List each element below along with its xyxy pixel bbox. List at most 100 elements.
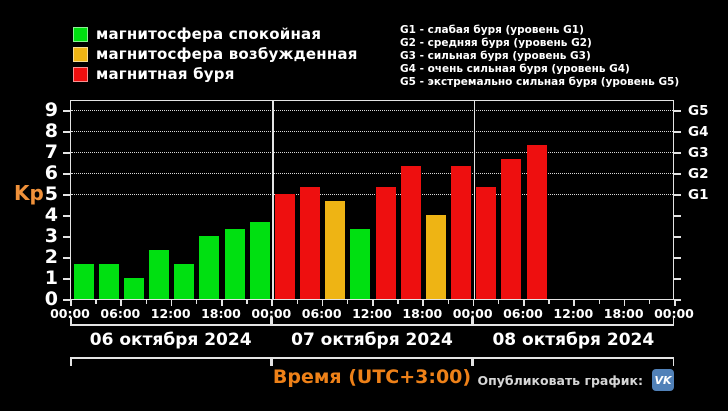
x-axis-tick <box>598 300 600 304</box>
date-bracket-tick <box>70 358 72 366</box>
x-axis-tick <box>120 300 122 306</box>
kp-bar <box>274 194 295 299</box>
date-bracket-tick <box>271 358 273 366</box>
x-axis-title: Время (UTC+3:00) <box>272 366 472 388</box>
x-axis-time-label: 18:00 <box>402 306 443 321</box>
kp-bar <box>249 221 270 299</box>
right-axis-g-label: G2 <box>688 166 709 182</box>
gridline-kp6 <box>71 173 673 174</box>
legend: магнитосфера спокойная магнитосфера возб… <box>73 25 358 86</box>
y-axis-tick <box>674 152 681 154</box>
date-bracket-tick <box>70 317 72 324</box>
gridline-kp5 <box>71 194 673 195</box>
x-axis-time-label: 06:00 <box>100 306 141 321</box>
y-axis-tick <box>63 131 70 133</box>
kp-bar <box>199 236 220 299</box>
vk-share-button[interactable]: VK <box>652 369 674 391</box>
storm-scale-descriptions: G1 - слабая буря (уровень G1) G2 - средн… <box>400 24 679 89</box>
x-axis-tick <box>145 300 147 304</box>
date-label: 07 октября 2024 <box>291 330 453 350</box>
legend-item-storm: магнитная буря <box>73 65 358 83</box>
date-label: 06 октября 2024 <box>89 330 252 350</box>
x-axis-tick <box>296 300 298 304</box>
y-axis-tick <box>674 299 681 301</box>
kp-bar <box>476 187 497 299</box>
legend-item-quiet: магнитосфера спокойная <box>73 25 358 43</box>
date-bracket-tick <box>269 317 272 324</box>
x-axis-tick <box>447 300 449 304</box>
kp-bar <box>375 187 396 299</box>
date-bracket-top-line <box>472 324 674 326</box>
y-axis-tick <box>63 152 70 154</box>
x-axis-tick <box>422 300 424 306</box>
y-axis-label: 7 <box>44 141 58 163</box>
x-axis-time-label: 12:00 <box>352 306 392 321</box>
gridline-kp8 <box>71 131 673 132</box>
y-axis-label: 0 <box>44 288 58 310</box>
right-axis-g-label: G4 <box>688 124 709 140</box>
day-separator <box>473 101 476 299</box>
x-axis-tick <box>70 300 72 306</box>
storm-color-swatch-icon <box>73 66 88 82</box>
date-bracket-bottom-line <box>472 357 674 359</box>
x-axis-time-label: 12:00 <box>150 306 191 321</box>
y-axis-label: 9 <box>44 99 58 121</box>
date-label: 08 октября 2024 <box>492 330 655 350</box>
legend-item-unsettled: магнитосфера возбужденная <box>73 45 358 63</box>
x-axis-tick <box>372 300 374 306</box>
x-axis-tick <box>497 300 500 304</box>
x-axis-tick <box>397 300 399 304</box>
y-axis-tick <box>63 110 70 112</box>
kp-bar <box>149 250 170 299</box>
kp-bar <box>526 145 547 299</box>
x-axis-tick <box>573 300 575 306</box>
y-axis-title: Kp <box>14 181 44 205</box>
x-axis-tick <box>321 300 324 306</box>
storm-scale-line-g5: G5 - экстремально сильная буря (уровень … <box>400 76 680 88</box>
x-axis-time-label: 06:00 <box>503 306 543 321</box>
gridline-kp7 <box>71 152 673 153</box>
date-bracket-tick <box>271 317 273 324</box>
kp-bar <box>325 200 346 299</box>
x-axis-tick <box>523 300 525 306</box>
date-bracket-top-line <box>70 324 272 326</box>
x-axis-tick <box>346 300 349 304</box>
x-axis-time-label: 06:00 <box>301 306 342 321</box>
kp-bar <box>98 263 119 299</box>
quiet-color-swatch-icon <box>73 26 88 42</box>
plot-area <box>70 100 674 300</box>
kp-bar <box>451 166 472 299</box>
x-axis-tick <box>246 300 248 304</box>
y-axis-tick <box>63 299 70 301</box>
x-axis-tick <box>648 300 651 304</box>
date-bracket-bottom-line <box>271 357 473 359</box>
gridline-kp9 <box>71 110 673 111</box>
x-axis-tick <box>271 300 273 306</box>
y-axis-tick <box>674 278 681 280</box>
y-axis-tick <box>63 278 70 280</box>
x-axis-tick <box>674 300 676 306</box>
kp-bar <box>400 166 421 299</box>
share-label: Опубликовать график: <box>477 373 643 388</box>
legend-item-label: магнитная буря <box>96 65 235 83</box>
x-axis-tick <box>170 300 173 306</box>
x-axis-time-label: 00:00 <box>50 306 90 321</box>
kp-bar <box>174 263 195 299</box>
storm-scale-line-g4: G4 - очень сильная буря (уровень G4) <box>400 63 630 75</box>
x-axis-time-label: 18:00 <box>603 306 644 321</box>
x-axis-time-label: 18:00 <box>201 306 241 321</box>
x-axis-time-label: 12:00 <box>553 306 594 321</box>
storm-scale-line-g2: G2 - средняя буря (уровень G2) <box>400 37 592 49</box>
y-axis-label: 6 <box>44 162 58 184</box>
storm-scale-line-g3: G3 - сильная буря (уровень G3) <box>400 50 591 62</box>
x-axis-tick <box>195 300 198 304</box>
kp-bar <box>300 187 321 299</box>
y-axis-tick <box>63 257 70 259</box>
y-axis-tick <box>674 131 681 133</box>
right-axis-g-label: G5 <box>688 103 709 119</box>
y-axis-label: 8 <box>44 120 58 142</box>
date-bracket-tick <box>471 317 473 324</box>
x-axis-tick <box>221 300 223 306</box>
y-axis-tick <box>674 110 681 112</box>
storm-scale-line-g1: G1 - слабая буря (уровень G1) <box>400 24 584 36</box>
